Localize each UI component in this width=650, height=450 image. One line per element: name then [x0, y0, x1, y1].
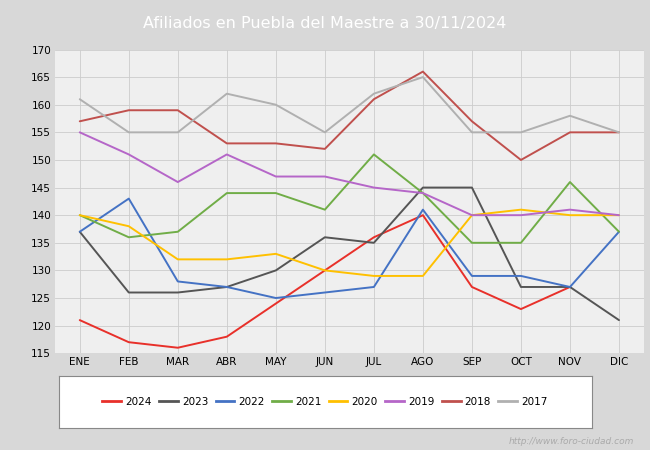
Text: http://www.foro-ciudad.com: http://www.foro-ciudad.com [508, 437, 634, 446]
Legend: 2024, 2023, 2022, 2021, 2020, 2019, 2018, 2017: 2024, 2023, 2022, 2021, 2020, 2019, 2018… [99, 393, 551, 410]
Text: Afiliados en Puebla del Maestre a 30/11/2024: Afiliados en Puebla del Maestre a 30/11/… [143, 16, 507, 31]
